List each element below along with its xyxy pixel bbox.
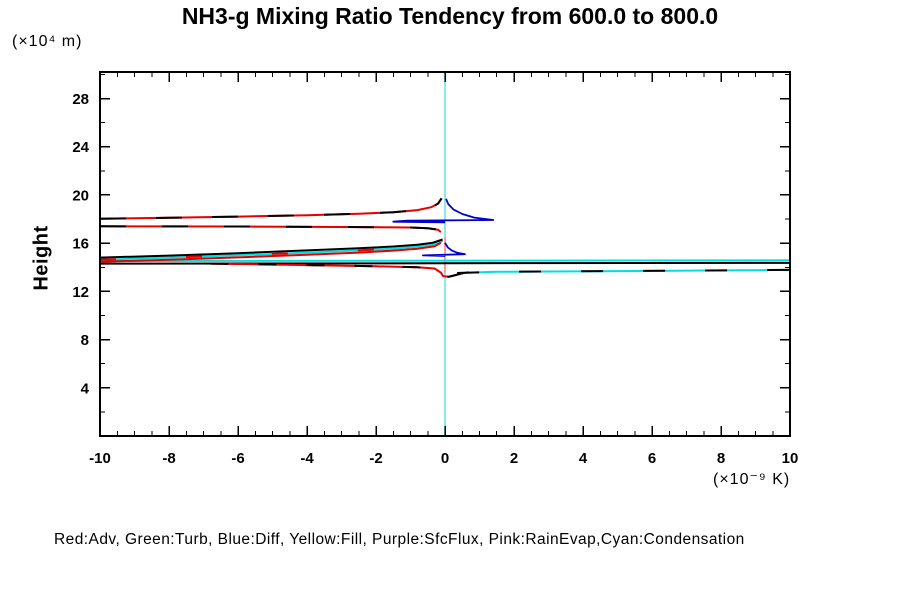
y-axis-unit-label: (×10⁴ m) [12, 33, 83, 50]
x-tick-label: 6 [648, 450, 656, 467]
series-adv-red-upper [99, 197, 443, 220]
series-diff-blue-upper-spike [392, 198, 495, 224]
y-tick-label: 16 [72, 236, 89, 253]
series-dashed-red-over-cyan-bundle [99, 240, 443, 261]
x-tick-label: 4 [579, 450, 588, 467]
series-adv-red-mid [99, 225, 442, 233]
x-tick-label: 2 [510, 450, 518, 467]
series-adv-red-lower [210, 262, 469, 278]
legend-caption: Red:Adv, Green:Turb, Blue:Diff, Yellow:F… [54, 531, 745, 548]
series-dashed-black-over-red-upper [99, 197, 443, 220]
x-tick-label: 8 [717, 450, 725, 467]
series-black-rising-bundle [99, 238, 443, 259]
y-tick-label: 8 [81, 332, 89, 349]
series-adv-red-rising-bundle [99, 241, 442, 263]
y-tick-label: 28 [72, 91, 89, 108]
series-diff-blue-mid-spike [421, 242, 466, 257]
series-black-horizontal [99, 261, 791, 265]
series-condensation-cyan-lower-right [457, 268, 791, 274]
x-tick-label: 10 [782, 450, 799, 467]
chart-title: NH3-g Mixing Ratio Tendency from 600.0 t… [181, 3, 719, 29]
y-tick-label: 12 [72, 284, 89, 301]
x-tick-label: -8 [162, 450, 175, 467]
x-axis-unit-label: (×10⁻⁹ K) [713, 471, 791, 488]
series-dashed-black-over-cyan-lower-right [457, 268, 791, 274]
x-tick-label: -2 [369, 450, 382, 467]
series-condensation-cyan-horizontal [99, 259, 791, 262]
x-tick-label: -6 [231, 450, 244, 467]
y-tick-label: 24 [72, 139, 89, 156]
series-dashed-black-over-red-lower [210, 262, 469, 278]
y-tick-label: 4 [81, 380, 90, 397]
x-tick-label: -10 [89, 450, 111, 467]
x-tick-label: -4 [300, 450, 314, 467]
series-dashed-black-over-red-mid [99, 225, 442, 233]
y-tick-label: 20 [72, 187, 89, 204]
x-tick-label: 0 [441, 450, 449, 467]
